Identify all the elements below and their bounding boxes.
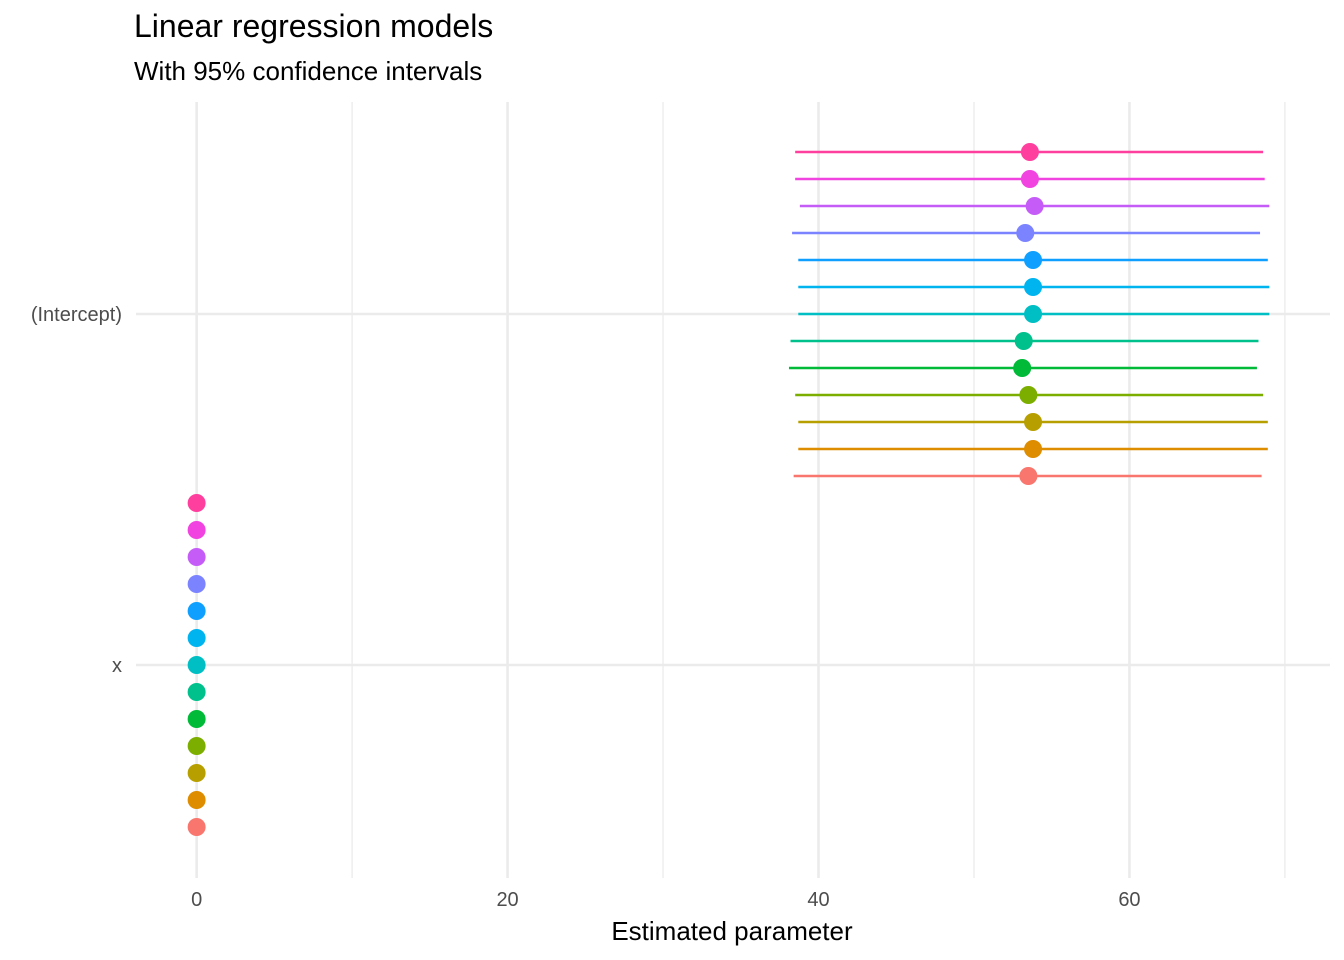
- estimate-point: [187, 683, 206, 701]
- estimate-point: [1024, 251, 1043, 269]
- estimate-point: [187, 521, 206, 539]
- estimate-point: [1024, 278, 1043, 296]
- x-tick-label: 60: [1118, 889, 1140, 911]
- x-axis-title: Estimated parameter: [611, 916, 853, 946]
- chart-title: Linear regression models: [134, 8, 494, 44]
- estimate-point: [1025, 197, 1044, 215]
- estimate-point: [187, 629, 206, 647]
- estimate-point: [187, 764, 206, 782]
- estimate-point: [1024, 413, 1043, 431]
- estimate-point: [187, 818, 206, 836]
- chart-subtitle: With 95% confidence intervals: [134, 56, 483, 86]
- x-tick-label: 40: [807, 889, 829, 911]
- estimate-point: [187, 791, 206, 809]
- estimate-point: [1019, 386, 1038, 404]
- estimate-point: [1020, 170, 1039, 188]
- estimate-point: [1019, 467, 1038, 485]
- estimate-point: [1024, 305, 1043, 323]
- estimate-point: [1020, 143, 1039, 161]
- estimate-point: [187, 548, 206, 566]
- estimate-points: [187, 143, 1044, 836]
- estimate-point: [187, 710, 206, 728]
- estimate-point: [187, 656, 206, 674]
- axis-ticks: 0 20 40 60 x (Intercept): [31, 304, 1141, 911]
- y-tick-label: (Intercept): [31, 304, 122, 326]
- x-tick-label: 0: [191, 889, 202, 911]
- estimate-point: [187, 494, 206, 512]
- estimate-point: [1014, 332, 1033, 350]
- estimate-point: [187, 575, 206, 593]
- grid-lines: [136, 102, 1330, 878]
- y-tick-label: x: [112, 655, 122, 677]
- estimate-point: [187, 602, 206, 620]
- estimate-point: [1024, 440, 1043, 458]
- estimate-point: [1013, 359, 1032, 377]
- estimate-point: [187, 737, 206, 755]
- x-tick-label: 20: [496, 889, 518, 911]
- estimate-point: [1016, 224, 1035, 242]
